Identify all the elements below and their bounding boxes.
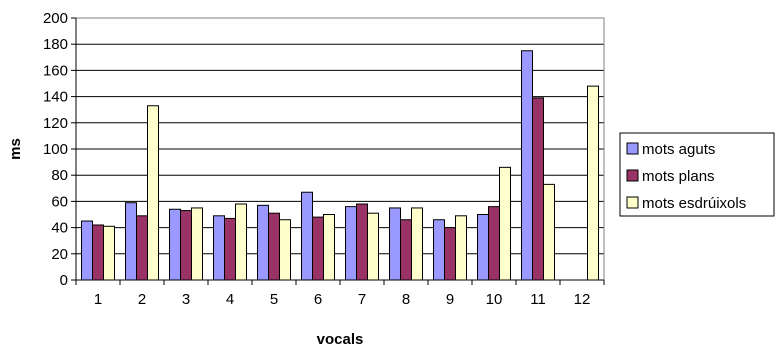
bar <box>103 225 115 281</box>
bar <box>411 207 423 281</box>
y-tick-label: 120 <box>43 115 68 132</box>
bar <box>587 85 599 281</box>
bar <box>147 105 159 281</box>
bar <box>92 224 104 281</box>
x-tick-label: 9 <box>446 291 454 308</box>
y-tick-label: 140 <box>43 89 68 106</box>
x-tick-label: 7 <box>358 291 366 308</box>
legend-label: mots aguts <box>642 141 715 158</box>
bar <box>301 191 313 281</box>
x-tick-label: 12 <box>574 291 591 308</box>
bar <box>356 203 368 281</box>
y-tick-label: 160 <box>43 62 68 79</box>
y-tick-label: 20 <box>51 246 68 263</box>
bar <box>224 217 236 281</box>
bar <box>488 206 500 281</box>
y-tick-label: 200 <box>43 10 68 27</box>
bar <box>323 214 335 281</box>
x-tick-label: 4 <box>226 291 234 308</box>
x-tick-label: 3 <box>182 291 190 308</box>
bar <box>532 97 544 281</box>
bar <box>543 183 555 281</box>
bar <box>477 214 489 281</box>
bars <box>81 50 599 281</box>
y-tick-label: 80 <box>51 167 68 184</box>
legend-label: mots plans <box>642 168 715 185</box>
bar <box>235 203 247 281</box>
bar <box>169 208 181 281</box>
bar <box>180 210 192 281</box>
bar <box>433 219 445 281</box>
y-tick-label: 0 <box>60 272 68 289</box>
x-tick-label: 2 <box>138 291 146 308</box>
y-tick-label: 180 <box>43 36 68 53</box>
y-tick-label: 60 <box>51 193 68 210</box>
bar <box>191 207 203 281</box>
bar <box>345 206 357 281</box>
bar <box>444 227 456 281</box>
bar <box>213 215 225 281</box>
bar <box>521 50 533 281</box>
legend-box <box>619 132 775 217</box>
legend: mots aguts mots plans mots esdrúixols <box>619 132 775 217</box>
bar <box>367 212 379 281</box>
bar <box>499 166 511 281</box>
bar <box>279 219 291 281</box>
legend-label: mots esdrúixols <box>642 195 746 212</box>
legend-swatch <box>626 142 639 155</box>
legend-swatch <box>626 169 639 182</box>
bar <box>268 212 280 281</box>
y-tick-label: 40 <box>51 220 68 237</box>
bar <box>125 202 137 281</box>
bar <box>312 216 324 281</box>
x-tick-label: 10 <box>486 291 503 308</box>
bar <box>389 207 401 281</box>
bar <box>81 220 93 281</box>
x-tick-label: 11 <box>530 291 546 308</box>
bar <box>257 204 269 281</box>
y-axis-title: ms <box>7 138 24 160</box>
bar <box>136 215 148 281</box>
x-axis-title: vocals <box>317 331 364 347</box>
x-tick-label: 8 <box>402 291 410 308</box>
bar <box>400 219 412 281</box>
legend-swatch <box>626 196 639 209</box>
gridlines <box>76 43 604 255</box>
x-tick-label: 5 <box>270 291 278 308</box>
bar <box>455 215 467 281</box>
x-tick-label: 6 <box>314 291 322 308</box>
x-tick-label: 1 <box>94 291 102 308</box>
y-tick-label: 100 <box>43 141 68 158</box>
